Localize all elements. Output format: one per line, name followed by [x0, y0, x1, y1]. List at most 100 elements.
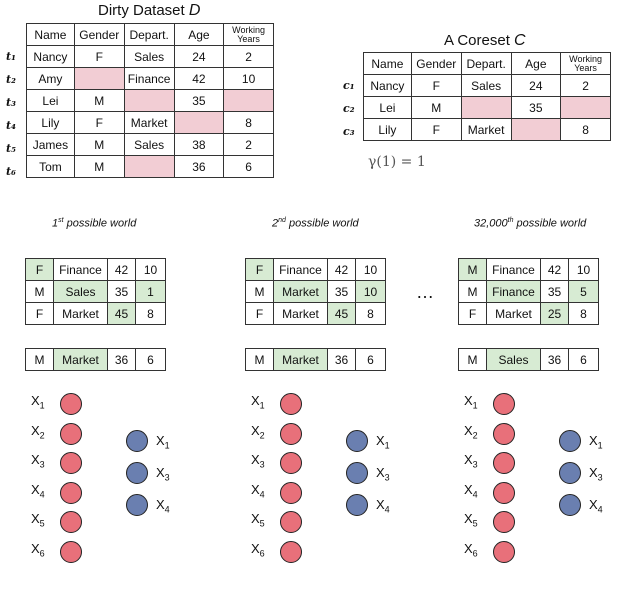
ellipsis: …: [416, 282, 435, 302]
dirty-header-cell: Age: [173, 23, 225, 46]
dirty-row-label: t₅: [6, 142, 16, 155]
world-cell: 8: [135, 302, 166, 325]
node-letter: X: [31, 541, 40, 556]
output-node: [346, 494, 368, 516]
node-index: 1: [472, 400, 478, 411]
dirty-cell: 10: [223, 67, 274, 90]
world-test-cell: 36: [107, 348, 136, 371]
coreset-cell: F: [410, 118, 462, 141]
input-node-label: X2: [464, 423, 478, 441]
dirty-cell: 38: [173, 133, 225, 156]
world-row: M Sales 35 1: [25, 280, 166, 303]
output-node: [346, 462, 368, 484]
node-letter: X: [464, 393, 473, 408]
input-node: [280, 481, 302, 504]
world-cell: Finance: [486, 258, 541, 281]
node-index: 3: [164, 472, 170, 483]
dirty-row: James M Sales 38 2: [26, 133, 274, 156]
dirty-row: Amy Finance 42 10: [26, 67, 274, 90]
input-node: [493, 422, 515, 445]
node-index: 2: [39, 430, 45, 441]
node-letter: X: [589, 497, 598, 512]
dirty-row-label: t₆: [6, 165, 16, 178]
node-letter: X: [31, 511, 40, 527]
node-letter: X: [464, 452, 473, 468]
node-letter: X: [376, 497, 385, 512]
coreset-row: Nancy F Sales 24 2: [363, 74, 611, 97]
coreset-cell: Lily: [363, 118, 412, 141]
coreset-cell: Sales: [460, 74, 512, 97]
world-row: F Market 45 8: [245, 302, 386, 325]
dirty-cell: Tom: [26, 155, 75, 178]
dirty-cell: 24: [173, 45, 225, 68]
coreset-cell: Lei: [363, 96, 412, 119]
input-node-label: X5: [464, 511, 478, 529]
world-row: F Finance 42 10: [25, 258, 166, 281]
coreset-cell: Market: [460, 118, 512, 141]
world-test-cell: M: [245, 348, 274, 371]
node-letter: X: [31, 422, 40, 438]
world-imputed-cell: 25: [540, 302, 569, 325]
dirty-dataset-title-text: Dirty Dataset: [98, 2, 185, 19]
dirty-cell: 36: [173, 155, 225, 178]
world-cell: Finance: [273, 258, 328, 281]
coreset-missing-cell: [460, 96, 512, 119]
node-index: 3: [597, 472, 603, 483]
input-node: [60, 422, 82, 445]
dirty-row-label: t₄: [6, 119, 16, 132]
node-index: 3: [259, 459, 265, 470]
coreset-header-cell: Name: [363, 52, 412, 75]
world-cell: Market: [273, 302, 328, 325]
node-letter: X: [31, 393, 40, 408]
node-index: 4: [597, 504, 603, 515]
node-index: 4: [384, 504, 390, 515]
node-letter: X: [464, 422, 473, 438]
dirty-row: Tom M 36 6: [26, 155, 274, 178]
input-node-label: X2: [251, 423, 265, 441]
node-letter: X: [31, 481, 40, 497]
world-test-imputed-cell: Market: [273, 348, 328, 371]
world-cell: Market: [486, 302, 541, 325]
output-node: [126, 430, 148, 452]
world-test-row: M Market 36 6: [25, 348, 166, 371]
dirty-cell: F: [73, 45, 125, 68]
dirty-cell: 8: [223, 111, 274, 134]
world-imputed-cell: F: [25, 258, 54, 281]
dirty-cell: Amy: [26, 67, 75, 90]
input-node: [280, 452, 302, 475]
input-node-label: X2: [31, 423, 45, 441]
node-letter: X: [464, 511, 473, 527]
input-node-label: X5: [31, 511, 45, 529]
dirty-cell: F: [73, 111, 125, 134]
output-node: [559, 430, 581, 452]
dirty-row: Nancy F Sales 24 2: [26, 45, 274, 68]
node-letter: X: [156, 465, 165, 480]
coreset-table: Name Gender Depart. Age Working Years Nancy F S…: [363, 52, 611, 141]
dirty-cell: 2: [223, 45, 274, 68]
world-cell: 42: [107, 258, 136, 281]
output-node-label: X4: [376, 497, 390, 515]
coreset-header-row: Name Gender Depart. Age Working Years: [363, 52, 611, 75]
coreset-cell: 24: [510, 74, 562, 97]
dirty-cell: Sales: [123, 133, 175, 156]
coreset-header-cell: Gender: [410, 52, 462, 75]
dirty-cell: Nancy: [26, 45, 75, 68]
coreset-row: Lei M 35: [363, 96, 611, 119]
node-index: 2: [259, 430, 265, 441]
input-node-label: X1: [31, 393, 45, 411]
dirty-cell: M: [73, 155, 125, 178]
input-node-label: X6: [464, 541, 478, 559]
output-node-label: X4: [156, 497, 170, 515]
world-imputed-cell: M: [458, 258, 487, 281]
output-node: [126, 462, 148, 484]
dirty-header-cell: Working Years: [223, 23, 274, 46]
coreset-cell: Nancy: [363, 74, 412, 97]
node-index: 2: [472, 430, 478, 441]
coreset-cell: 8: [560, 118, 611, 141]
node-index: 4: [259, 489, 265, 500]
world-imputed-cell: 1: [135, 280, 166, 303]
dirty-cell: 35: [173, 89, 225, 112]
dirty-cell: Market: [123, 111, 175, 134]
dirty-missing-cell: [173, 111, 225, 134]
dirty-header-row: Name Gender Depart. Age Working Years: [26, 23, 274, 46]
